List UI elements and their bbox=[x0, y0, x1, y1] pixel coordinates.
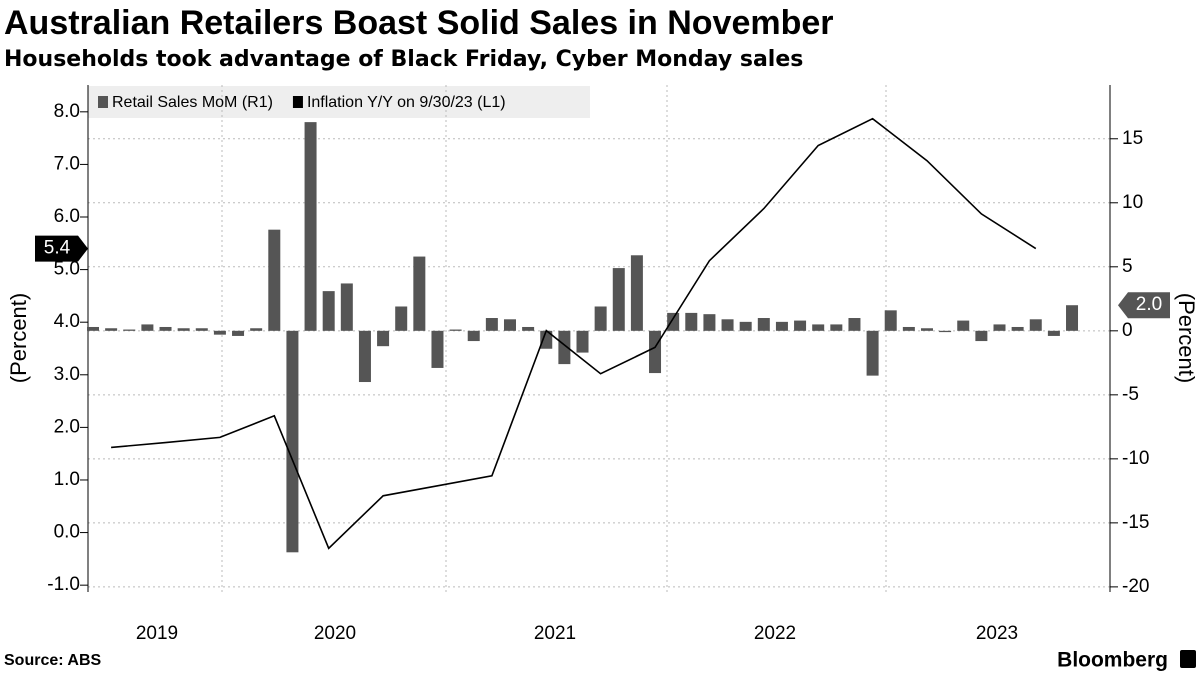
y2-tick-label: -10 bbox=[1122, 448, 1149, 469]
bar bbox=[902, 326, 915, 331]
value-badge bbox=[35, 235, 88, 262]
bar bbox=[503, 319, 516, 331]
value-badge bbox=[1118, 292, 1170, 319]
bar bbox=[286, 330, 299, 553]
bar bbox=[920, 328, 933, 331]
source: Source: ABS bbox=[4, 652, 102, 669]
y2-tick-label: 15 bbox=[1122, 128, 1143, 149]
bar bbox=[721, 319, 734, 331]
bar bbox=[594, 306, 607, 331]
y-tick-label: -1.0 bbox=[47, 574, 80, 595]
y2-tick-label: 5 bbox=[1122, 256, 1133, 277]
bar bbox=[939, 330, 952, 333]
bar bbox=[576, 330, 589, 353]
bar bbox=[812, 324, 825, 331]
bar bbox=[449, 329, 462, 331]
y-tick-label: 7.0 bbox=[54, 153, 80, 174]
bar bbox=[540, 330, 553, 349]
x-tick-label: 2022 bbox=[754, 623, 796, 644]
y-tick-label: 2.0 bbox=[54, 416, 80, 437]
x-tick-label: 2023 bbox=[976, 623, 1018, 644]
y2-axis-label: (Percent) bbox=[1174, 293, 1199, 383]
bar bbox=[485, 318, 498, 331]
bar bbox=[866, 330, 879, 376]
bar bbox=[213, 330, 226, 335]
bar bbox=[775, 321, 788, 331]
legend-swatch bbox=[98, 96, 108, 108]
bar bbox=[377, 330, 390, 347]
bar bbox=[232, 330, 245, 336]
bar bbox=[667, 312, 680, 331]
x-tick-label: 2020 bbox=[314, 623, 356, 644]
legend-label: Inflation Y/Y on 9/30/23 (L1) bbox=[307, 94, 506, 111]
bar bbox=[558, 330, 571, 365]
line bbox=[111, 117, 1037, 550]
bar bbox=[1047, 330, 1060, 336]
bar bbox=[830, 324, 843, 331]
bar bbox=[957, 320, 970, 331]
bar bbox=[848, 318, 861, 331]
bar bbox=[87, 326, 99, 331]
bar bbox=[358, 330, 371, 383]
y2-tick-label: -15 bbox=[1122, 512, 1149, 533]
bar bbox=[522, 326, 535, 331]
legend-swatch bbox=[292, 96, 303, 108]
bar bbox=[268, 229, 281, 331]
bar bbox=[177, 328, 190, 331]
bar bbox=[703, 314, 716, 331]
value-label: 2.0 bbox=[1136, 294, 1162, 315]
y2-tick-label: 0 bbox=[1122, 320, 1133, 341]
bar bbox=[105, 328, 118, 331]
bar bbox=[794, 320, 807, 331]
bar bbox=[467, 330, 480, 342]
bar bbox=[757, 318, 770, 331]
y-tick-label: 6.0 bbox=[54, 206, 80, 227]
bar bbox=[431, 330, 444, 368]
bar bbox=[395, 306, 408, 331]
bar bbox=[195, 328, 208, 331]
y-tick-label: 8.0 bbox=[54, 101, 80, 122]
bar bbox=[322, 291, 335, 331]
bar bbox=[1029, 319, 1042, 331]
value-label: 5.4 bbox=[44, 238, 71, 259]
y2-tick-label: -20 bbox=[1122, 576, 1149, 597]
y2-tick-label: -5 bbox=[1122, 384, 1139, 405]
y-tick-label: 5.0 bbox=[54, 259, 80, 280]
bar bbox=[250, 328, 263, 331]
bar bbox=[685, 312, 698, 331]
y-tick-label: 1.0 bbox=[54, 469, 80, 490]
bar bbox=[141, 324, 154, 331]
bar bbox=[649, 330, 662, 374]
y-tick-label: 3.0 bbox=[54, 364, 80, 385]
bar bbox=[1066, 305, 1079, 331]
y-tick-label: 4.0 bbox=[54, 311, 80, 332]
y2-tick-label: 10 bbox=[1122, 192, 1143, 213]
chart-title: Australian Retailers Boast Solid Sales i… bbox=[4, 4, 834, 42]
brand: Bloomberg bbox=[1057, 649, 1168, 672]
legend-label: Retail Sales MoM (R1) bbox=[112, 94, 273, 111]
bar bbox=[304, 122, 317, 331]
bar bbox=[413, 256, 426, 331]
bar bbox=[1011, 326, 1024, 331]
y-axis-label: (Percent) bbox=[6, 293, 31, 383]
bar bbox=[159, 326, 172, 331]
x-tick-label: 2019 bbox=[136, 623, 178, 644]
y-tick-label: 0.0 bbox=[54, 522, 80, 543]
bar bbox=[739, 321, 752, 331]
brand-icon bbox=[1180, 650, 1196, 668]
chart-subtitle: Households took advantage of Black Frida… bbox=[4, 47, 803, 72]
bar bbox=[612, 268, 625, 331]
x-tick-label: 2021 bbox=[534, 623, 576, 644]
bar bbox=[993, 324, 1006, 331]
bar bbox=[123, 329, 136, 331]
legend-box bbox=[88, 86, 590, 118]
bar bbox=[975, 330, 988, 342]
bar bbox=[630, 255, 643, 331]
bar bbox=[340, 283, 353, 331]
bar bbox=[884, 310, 897, 331]
